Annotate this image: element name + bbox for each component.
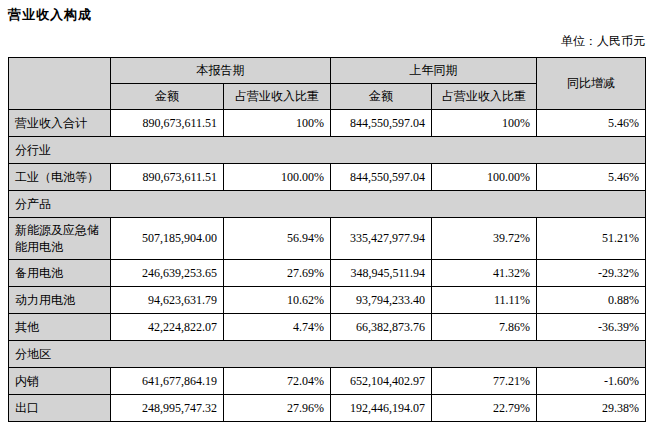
yoy-change-cell: 5.46%: [537, 164, 646, 191]
prior-amount-cell: 844,550,597.04: [331, 110, 432, 137]
section-row-by-product: 分产品: [9, 191, 646, 218]
prior-proportion-cell: 22.79%: [432, 395, 537, 422]
prior-amount-cell: 192,446,194.07: [331, 395, 432, 422]
prior-amount-cell: 335,427,977.94: [331, 218, 432, 260]
current-amount-cell: 890,673,611.51: [111, 110, 224, 137]
yoy-change-cell: 29.38%: [537, 395, 646, 422]
yoy-change-cell: -36.39%: [537, 314, 646, 341]
current-amount-cell: 94,623,631.79: [111, 287, 224, 314]
current-proportion-cell: 4.74%: [224, 314, 331, 341]
prior-proportion-header: 占营业收入比重: [432, 84, 537, 110]
table-row-power-batteries: 动力用电池 94,623,631.79 10.62% 93,794,233.40…: [9, 287, 646, 314]
section-label: 分行业: [9, 137, 646, 164]
current-amount-cell: 42,224,822.07: [111, 314, 224, 341]
section-label: 分产品: [9, 191, 646, 218]
row-label: 新能源及应急储能用电池: [9, 218, 111, 260]
current-proportion-cell: 72.04%: [224, 368, 331, 395]
row-label: 出口: [9, 395, 111, 422]
prior-amount-cell: 844,550,597.04: [331, 164, 432, 191]
section-row-by-industry: 分行业: [9, 137, 646, 164]
current-period-header: 本报告期: [111, 58, 331, 84]
header-row-periods: 本报告期 上年同期 同比增减: [9, 58, 646, 84]
table-row-new-energy-batteries: 新能源及应急储能用电池 507,185,904.00 56.94% 335,42…: [9, 218, 646, 260]
yoy-change-cell: -29.32%: [537, 260, 646, 287]
unit-note: 单位：人民币元: [8, 33, 645, 50]
section-row-by-region: 分地区: [9, 341, 646, 368]
current-proportion-cell: 56.94%: [224, 218, 331, 260]
corner-cell: [9, 58, 111, 110]
current-amount-cell: 890,673,611.51: [111, 164, 224, 191]
prior-proportion-cell: 39.72%: [432, 218, 537, 260]
revenue-composition-table: 本报告期 上年同期 同比增减 金额 占营业收入比重 金额 占营业收入比重 营业收…: [8, 57, 646, 422]
row-label: 其他: [9, 314, 111, 341]
current-amount-cell: 246,639,253.65: [111, 260, 224, 287]
prior-proportion-cell: 41.32%: [432, 260, 537, 287]
revenue-composition-section: 营业收入构成 单位：人民币元 本报告期 上年同期 同比增减 金额 占营业收入比重…: [8, 6, 645, 422]
row-label: 内销: [9, 368, 111, 395]
row-label: 备用电池: [9, 260, 111, 287]
prior-period-header: 上年同期: [331, 58, 537, 84]
current-proportion-cell: 27.69%: [224, 260, 331, 287]
table-row-backup-batteries: 备用电池 246,639,253.65 27.69% 348,945,511.9…: [9, 260, 646, 287]
current-amount-header: 金额: [111, 84, 224, 110]
section-title: 营业收入构成: [8, 6, 645, 24]
table-row-other: 其他 42,224,822.07 4.74% 66,382,873.76 7.8…: [9, 314, 646, 341]
table-row-domestic-sales: 内销 641,677,864.19 72.04% 652,104,402.97 …: [9, 368, 646, 395]
prior-amount-cell: 652,104,402.97: [331, 368, 432, 395]
current-proportion-cell: 27.96%: [224, 395, 331, 422]
table-row-total-revenue: 营业收入合计 890,673,611.51 100% 844,550,597.0…: [9, 110, 646, 137]
prior-proportion-cell: 100%: [432, 110, 537, 137]
current-proportion-cell: 10.62%: [224, 287, 331, 314]
prior-proportion-cell: 11.11%: [432, 287, 537, 314]
table-row-export: 出口 248,995,747.32 27.96% 192,446,194.07 …: [9, 395, 646, 422]
prior-proportion-cell: 7.86%: [432, 314, 537, 341]
prior-amount-header: 金额: [331, 84, 432, 110]
prior-amount-cell: 66,382,873.76: [331, 314, 432, 341]
section-label: 分地区: [9, 341, 646, 368]
current-proportion-cell: 100%: [224, 110, 331, 137]
current-amount-cell: 507,185,904.00: [111, 218, 224, 260]
yoy-change-cell: 51.21%: [537, 218, 646, 260]
yoy-change-cell: -1.60%: [537, 368, 646, 395]
current-amount-cell: 248,995,747.32: [111, 395, 224, 422]
current-amount-cell: 641,677,864.19: [111, 368, 224, 395]
row-label: 营业收入合计: [9, 110, 111, 137]
row-label: 工业（电池等）: [9, 164, 111, 191]
prior-proportion-cell: 100.00%: [432, 164, 537, 191]
table-row-industry-batteries: 工业（电池等） 890,673,611.51 100.00% 844,550,5…: [9, 164, 646, 191]
prior-amount-cell: 348,945,511.94: [331, 260, 432, 287]
yoy-change-header: 同比增减: [537, 58, 646, 110]
yoy-change-cell: 0.88%: [537, 287, 646, 314]
current-proportion-header: 占营业收入比重: [224, 84, 331, 110]
prior-proportion-cell: 77.21%: [432, 368, 537, 395]
yoy-change-cell: 5.46%: [537, 110, 646, 137]
prior-amount-cell: 93,794,233.40: [331, 287, 432, 314]
current-proportion-cell: 100.00%: [224, 164, 331, 191]
row-label: 动力用电池: [9, 287, 111, 314]
